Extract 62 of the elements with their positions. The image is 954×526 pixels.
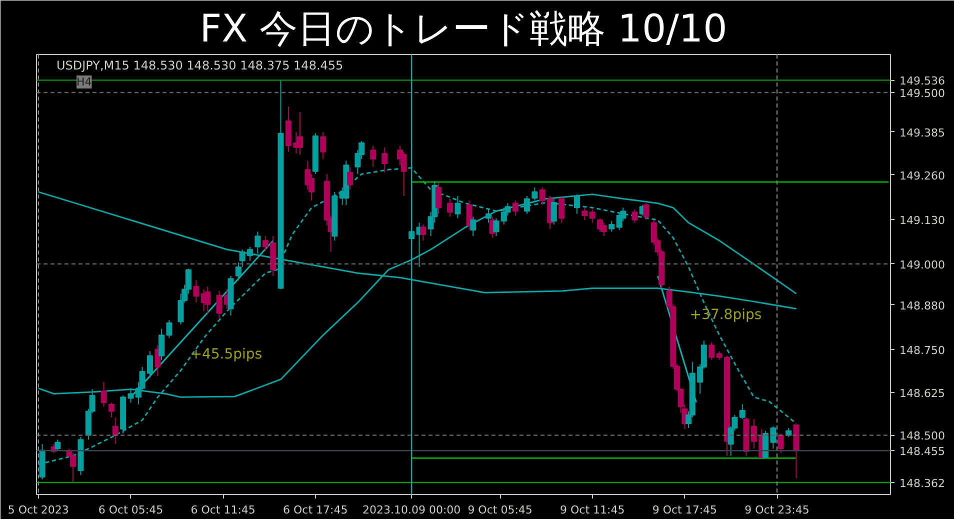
annotation: H4 [76, 76, 92, 88]
y-tick-label: 149.000 [900, 258, 945, 272]
candlestick [108, 402, 115, 418]
candlestick [739, 404, 746, 420]
candlestick [493, 218, 500, 237]
candlestick [370, 145, 376, 168]
x-tick-label: 9 Oct 11:45 [560, 504, 625, 516]
annotation: +37.8pips [690, 306, 762, 323]
candlestick [454, 196, 461, 219]
candlestick [166, 320, 172, 338]
candlestick [447, 198, 454, 218]
candlestick [435, 182, 442, 214]
candlestick [193, 280, 200, 304]
candlestick [320, 132, 326, 160]
y-tick-label: 148.625 [900, 386, 945, 400]
candlestick [158, 328, 165, 360]
candlestick [778, 433, 784, 454]
chart-title: FX 今日のトレード戦略 10/10 [200, 6, 728, 50]
x-tick-label: 2023.10.09 00:00 [362, 504, 461, 516]
candlestick [632, 208, 638, 224]
candlestick [204, 286, 211, 314]
ref-line-label: 149.536 [900, 74, 945, 88]
ref-line-label: 148.362 [900, 477, 945, 490]
candlestick [54, 439, 61, 451]
candlestick [582, 207, 588, 221]
candlestick [486, 208, 492, 224]
x-tick-label: 9 Oct 05:45 [468, 504, 532, 516]
x-tick-label: 6 Oct 05:45 [98, 504, 164, 516]
candlestick [112, 416, 118, 445]
y-tick-label: 149.130 [900, 214, 945, 227]
candlestick [589, 208, 596, 224]
candlestick [558, 196, 565, 224]
candlestick [100, 382, 107, 408]
annotation: USDJPY,M15 148.530 148.530 148.375 148.455 [56, 58, 344, 72]
candlestick [550, 198, 557, 225]
candlestick [500, 207, 507, 225]
x-tick-label: 5 Oct 2023 [8, 504, 69, 516]
candlestick [254, 231, 261, 254]
candlestick [420, 224, 426, 242]
candlestick [470, 216, 476, 237]
candlestick [643, 202, 650, 221]
candlestick [608, 220, 615, 232]
y-tick-label: 149.500 [900, 87, 945, 100]
y-tick-label: 149.385 [900, 126, 945, 140]
x-tick-label: 9 Oct 17:45 [652, 504, 718, 516]
x-tick-label: 6 Oct 17:45 [283, 504, 348, 516]
candlestick [382, 146, 388, 173]
ref-line-label: 148.455 [900, 445, 945, 458]
annotation: +45.5pips [190, 346, 262, 362]
x-tick-label: 6 Oct 11:45 [190, 504, 256, 516]
candlestick [347, 166, 354, 190]
candlestick [70, 452, 76, 484]
y-tick-label: 148.880 [900, 300, 945, 312]
y-tick-label: 148.750 [900, 344, 945, 358]
candlestick [708, 342, 715, 360]
candlestick [216, 290, 222, 319]
candlestick [512, 200, 518, 216]
x-tick-label: 9 Oct 23:45 [744, 504, 810, 516]
y-tick-label: 148.500 [900, 430, 945, 443]
candlestick [600, 222, 607, 237]
y-tick-label: 149.260 [900, 169, 945, 182]
candlestick [297, 112, 304, 156]
